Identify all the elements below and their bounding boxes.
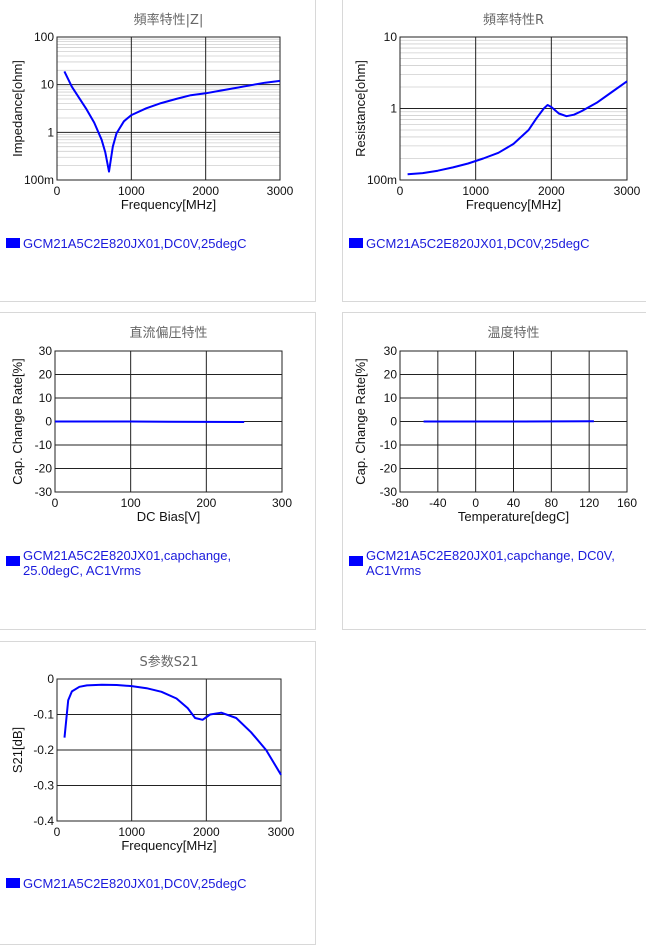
chart-panel-impedance: 頻率特性|Z| 0 1000 2000 3000 100m 1 10 100 Frequency[… [0,0,316,302]
x-axis-label: Frequency[MHz] [121,838,216,853]
y-tick-label: 20 [39,368,53,382]
chart-panel-resistance: 頻率特性R 0 1000 2000 3000 100m 1 10 Frequency[MHz] R… [342,0,646,302]
y-tick-label: -0.4 [33,814,54,828]
legend-label: GCM21A5C2E820JX01,DC0V,25degC [23,236,247,251]
x-tick-label: 0 [54,825,61,839]
chart-title: S参数S21 [139,654,198,670]
x-tick-label: 1000 [118,825,145,839]
y-tick-label: 20 [384,368,398,382]
x-tick-label: -40 [429,496,447,510]
series-line [64,71,280,171]
y-axis-label: Cap. Change Rate[%] [353,358,368,484]
y-tick-label: 10 [39,391,53,405]
chart-title: 温度特性 [487,325,539,341]
legend-label: GCM21A5C2E820JX01,capchange, 25.0degC, A… [23,548,266,578]
y-axis-label: Cap. Change Rate[%] [10,358,25,484]
y-axis-label: Impedance[ohm] [10,60,25,157]
legend-swatch [6,238,20,248]
y-tick-label: 10 [384,30,398,44]
y-tick-label: -10 [380,438,398,452]
legend-swatch [349,556,363,566]
chart-resistance: 頻率特性R 0 1000 2000 3000 100m 1 10 Frequency[MHz] R… [343,0,646,240]
x-tick-label: 3000 [268,825,295,839]
y-tick-label: 0 [47,672,54,686]
y-tick-label: -0.3 [33,779,54,793]
legend-label: GCM21A5C2E820JX01,capchange, DC0V, AC1Vr… [366,548,639,578]
chart-title: 直流偏圧特性 [129,326,207,341]
x-axis-label: DC Bias[V] [137,509,201,524]
x-axis-label: Frequency[MHz] [121,197,216,212]
legend-resistance: GCM21A5C2E820JX01,DC0V,25degC [349,236,590,251]
x-tick-label: 1000 [462,184,489,198]
legend-temperature: GCM21A5C2E820JX01,capchange, DC0V, AC1Vr… [349,548,639,578]
y-tick-label: 0 [45,415,52,429]
x-tick-label: 80 [545,496,559,510]
y-tick-label: 0 [390,415,397,429]
legend-label: GCM21A5C2E820JX01,DC0V,25degC [366,236,590,251]
x-tick-label: 2000 [538,184,565,198]
y-axis-label: S21[dB] [10,727,25,773]
x-tick-label: 0 [54,184,61,198]
x-tick-label: 2000 [192,184,219,198]
legend-dc-bias: GCM21A5C2E820JX01,capchange, 25.0degC, A… [6,548,266,578]
legend-s21: GCM21A5C2E820JX01,DC0V,25degC [6,876,247,891]
x-tick-label: 3000 [267,184,294,198]
y-tick-label: 1 [390,102,397,116]
x-tick-label: 1000 [118,184,145,198]
y-axis-label: Resistance[ohm] [353,60,368,157]
y-tick-label: -20 [380,462,398,476]
chart-impedance: 頻率特性|Z| 0 1000 2000 3000 100m 1 10 100 Frequency[… [0,0,317,240]
plot-frame [57,37,280,180]
x-tick-label: 100 [121,496,141,510]
y-tick-label: -0.2 [33,743,54,757]
y-tick-label: 100m [24,173,54,187]
y-tick-label: -0.1 [33,708,54,722]
y-tick-label: 10 [384,391,398,405]
x-tick-label: 2000 [193,825,220,839]
y-tick-label: 30 [39,344,53,358]
x-axis-label: Temperature[degC] [458,509,569,524]
legend-label: GCM21A5C2E820JX01,DC0V,25degC [23,876,247,891]
series-line [55,422,244,423]
x-tick-label: 3000 [614,184,641,198]
series-line [408,81,627,174]
y-tick-label: 10 [41,78,55,92]
x-tick-label: 40 [507,496,521,510]
x-tick-label: 200 [196,496,216,510]
chart-panel-s21: S参数S21 0 1000 2000 3000 0 -0.1 -0.2 -0.3 -0.4 Freq… [0,641,316,945]
legend-swatch [349,238,363,248]
y-tick-label: 100 [34,30,54,44]
y-tick-label: 1 [47,125,54,139]
y-tick-label: -30 [380,485,398,499]
y-tick-label: -30 [35,485,53,499]
x-tick-label: 300 [272,496,292,510]
legend-impedance: GCM21A5C2E820JX01,DC0V,25degC [6,236,247,251]
chart-title: 頻率特性|Z| [134,12,204,28]
x-tick-label: 0 [52,496,59,510]
series-line [65,685,282,775]
chart-title: 頻率特性R [483,12,544,28]
x-tick-label: 0 [472,496,479,510]
y-tick-label: 30 [384,344,398,358]
x-tick-label: 160 [617,496,637,510]
x-axis-label: Frequency[MHz] [466,197,561,212]
legend-swatch [6,878,20,888]
legend-swatch [6,556,20,566]
chart-s21: S参数S21 0 1000 2000 3000 0 -0.1 -0.2 -0.3 -0.4 Freq… [0,642,317,872]
x-tick-label: 0 [397,184,404,198]
x-tick-label: 120 [579,496,599,510]
y-tick-label: 100m [367,173,397,187]
y-tick-label: -20 [35,462,53,476]
y-tick-label: -10 [35,438,53,452]
